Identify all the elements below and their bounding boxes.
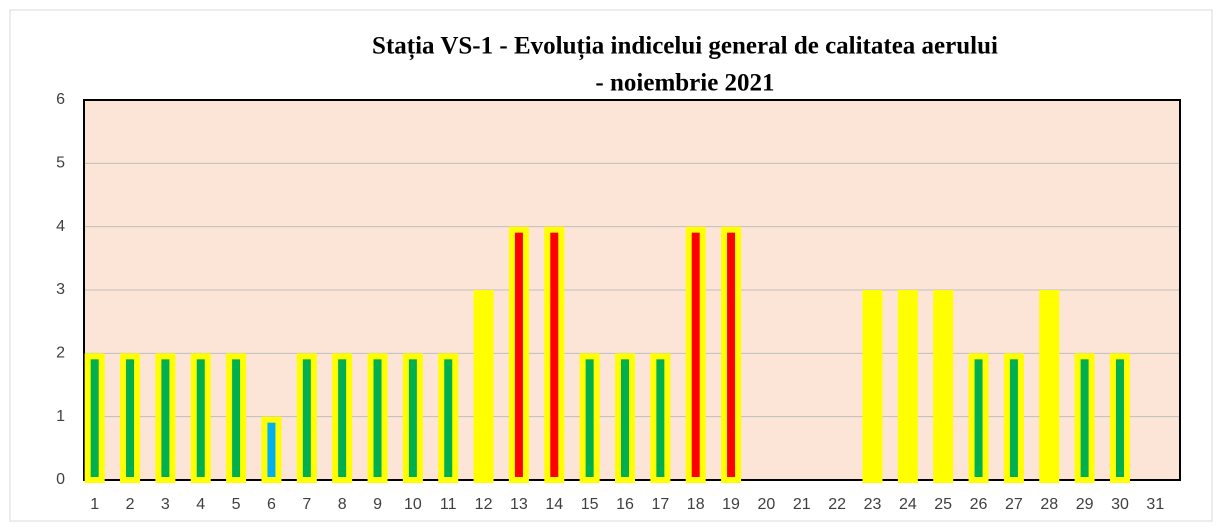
x-tick-label: 24 <box>899 496 917 513</box>
bar <box>862 290 883 483</box>
x-tick-label: 29 <box>1076 496 1094 513</box>
bar <box>84 353 105 484</box>
x-tick-label: 27 <box>1005 496 1023 513</box>
bar <box>544 226 565 483</box>
chart-title: Stația VS-1 - Evoluția indicelui general… <box>372 33 998 61</box>
bar <box>438 353 459 484</box>
bar <box>1003 353 1024 484</box>
x-tick-label: 13 <box>510 496 528 513</box>
y-tick-label: 3 <box>56 281 65 298</box>
x-tick-label: 19 <box>722 496 740 513</box>
x-tick-label: 15 <box>581 496 599 513</box>
x-tick-label: 6 <box>267 496 276 513</box>
bar <box>473 290 494 483</box>
x-tick-label: 8 <box>338 496 347 513</box>
y-tick-label: 1 <box>56 408 65 425</box>
y-tick-label: 2 <box>56 345 65 362</box>
bar <box>1074 353 1095 484</box>
bar <box>650 353 671 484</box>
bar <box>402 353 423 484</box>
x-tick-label: 2 <box>126 496 135 513</box>
bar <box>367 353 388 484</box>
y-tick-label: 4 <box>56 218 65 235</box>
x-tick-label: 4 <box>196 496 205 513</box>
x-tick-label: 5 <box>232 496 241 513</box>
x-tick-label: 31 <box>1146 496 1164 513</box>
bar <box>155 353 176 484</box>
bar <box>508 226 529 483</box>
bar <box>1039 290 1060 483</box>
y-tick-label: 5 <box>56 155 65 172</box>
bar <box>332 353 353 484</box>
y-tick-label: 0 <box>56 471 65 488</box>
x-tick-label: 17 <box>651 496 669 513</box>
bar <box>897 290 918 483</box>
bar <box>721 226 742 483</box>
x-tick-label: 25 <box>934 496 952 513</box>
x-tick-label: 7 <box>302 496 311 513</box>
bar <box>120 353 141 484</box>
x-tick-label: 21 <box>793 496 811 513</box>
x-tick-label: 10 <box>404 496 422 513</box>
bar <box>1109 353 1130 484</box>
x-tick-label: 12 <box>475 496 493 513</box>
x-tick-label: 14 <box>545 496 563 513</box>
x-tick-label: 18 <box>687 496 705 513</box>
bar <box>261 416 282 483</box>
x-tick-label: 9 <box>373 496 382 513</box>
x-tick-label: 23 <box>864 496 882 513</box>
x-tick-label: 11 <box>440 496 457 513</box>
chart-title: - noiembrie 2021 <box>595 70 774 97</box>
bar <box>968 353 989 484</box>
x-tick-label: 20 <box>758 496 776 513</box>
x-tick-label: 30 <box>1111 496 1129 513</box>
bar <box>933 290 954 483</box>
x-tick-label: 26 <box>970 496 988 513</box>
x-tick-label: 1 <box>90 496 99 513</box>
x-tick-label: 3 <box>161 496 170 513</box>
bar <box>296 353 317 484</box>
bar <box>685 226 706 483</box>
bar <box>579 353 600 484</box>
y-tick-label: 6 <box>56 91 65 108</box>
x-tick-label: 16 <box>616 496 634 513</box>
x-tick-label: 22 <box>828 496 846 513</box>
bar <box>615 353 635 484</box>
x-tick-label: 28 <box>1040 496 1058 513</box>
bar <box>190 353 211 484</box>
bar <box>226 353 247 484</box>
